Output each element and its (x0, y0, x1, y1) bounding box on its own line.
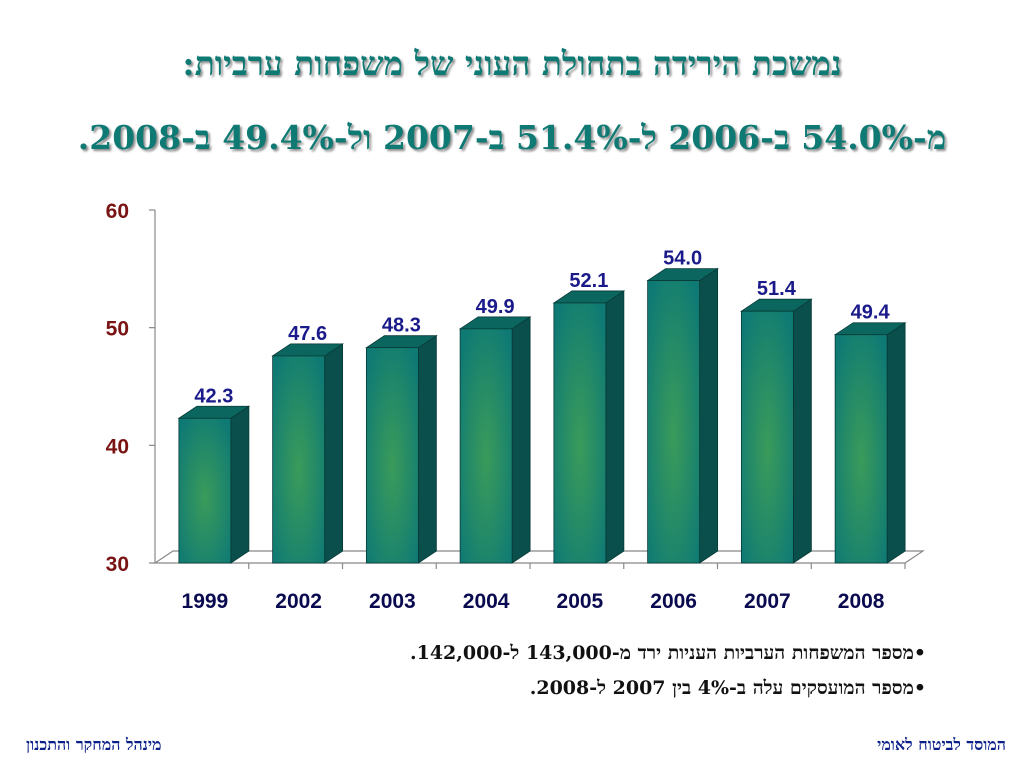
slide-title-line-1: נמשכת הירידה בתחולת העוני של משפחות ערבי… (182, 44, 842, 83)
data-label: 42.3 (194, 385, 233, 407)
bar-side (324, 343, 344, 564)
data-label: 51.4 (757, 278, 797, 300)
bullet-list: •מספר המשפחות הערביות העניות ירד מ-143,0… (106, 636, 926, 706)
bar-side (605, 290, 625, 564)
slide-title-line-2: מ-54.0% ב-2006 ל-51.4% ב-2007 ול-49.4% ב… (77, 118, 947, 157)
bar-side (886, 321, 906, 564)
bar-side (230, 405, 250, 564)
bullet-item-families: •מספר המשפחות הערביות העניות ירד מ-143,0… (409, 642, 926, 664)
footer-department: מינהל המחקר והתכנון (26, 735, 162, 754)
chart-labels: 30 40 50 60 42.3 1999 47.6 2002 48.3 2003 49.9 2004… (106, 200, 891, 613)
bar-chart: 30 40 50 60 42.3 1999 47.6 2002 48.3 2003 49.9 2004… (106, 200, 925, 613)
x-category-label: 2003 (369, 590, 416, 613)
bar-2007 (740, 310, 794, 564)
x-category-label: 2006 (650, 590, 697, 613)
data-label: 54.0 (663, 248, 702, 270)
bar-1999 (178, 417, 232, 564)
y-tick-label: 30 (106, 553, 129, 576)
bar-2008 (834, 334, 888, 564)
bar-side (699, 267, 719, 564)
data-label: 49.4 (851, 302, 891, 324)
bar-side (417, 334, 437, 564)
data-label: 49.9 (476, 296, 515, 318)
data-label: 48.3 (382, 315, 421, 337)
x-category-label: 2005 (557, 590, 604, 613)
bar-2003 (365, 347, 419, 564)
chart-bars (177, 267, 907, 564)
bar-2004 (459, 328, 513, 564)
data-label: 52.1 (569, 270, 608, 292)
x-category-label: 2007 (744, 590, 791, 613)
x-category-label: 1999 (182, 590, 229, 613)
y-tick-label: 40 (106, 435, 129, 458)
x-category-label: 2002 (275, 590, 322, 613)
bar-side (511, 316, 531, 564)
bar-2002 (272, 355, 326, 564)
bullet-item-employed: •מספר המועסקים עלה ב-4% בין 2007 ל-2008. (529, 677, 926, 699)
bar-side (792, 298, 812, 564)
x-category-label: 2004 (463, 590, 510, 613)
y-tick-label: 50 (106, 318, 129, 341)
x-category-label: 2008 (838, 590, 885, 613)
bar-2006 (647, 280, 701, 564)
data-label: 47.6 (288, 323, 327, 345)
y-tick-label: 60 (106, 200, 129, 223)
bar-2005 (553, 302, 607, 564)
footer-organization: המוסד לביטוח לאומי (877, 735, 1006, 754)
